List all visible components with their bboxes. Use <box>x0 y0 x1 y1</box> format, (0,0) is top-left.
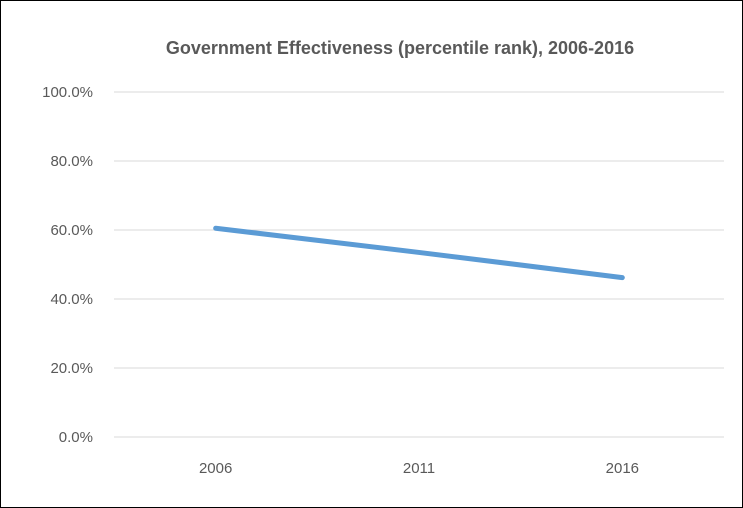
data-point <box>215 227 217 229</box>
x-axis-tick-labels: 2006 2011 2016 <box>199 460 639 477</box>
x-tick-label: 2006 <box>199 460 232 477</box>
x-tick-label: 2011 <box>403 460 435 477</box>
y-tick-label: 100.0% <box>42 84 93 101</box>
data-point <box>621 277 623 279</box>
series-layer <box>213 225 625 281</box>
series-line-0 <box>213 225 625 281</box>
y-axis-tick-labels: 0.0% 20.0% 40.0% 60.0% 80.0% 100.0% <box>42 84 93 446</box>
y-tick-label: 20.0% <box>50 360 93 377</box>
y-tick-label: 40.0% <box>50 291 93 308</box>
y-tick-label: 60.0% <box>50 222 93 239</box>
y-tick-label: 80.0% <box>50 153 93 170</box>
x-tick-label: 2016 <box>606 460 639 477</box>
chart-title: Government Effectiveness (percentile ran… <box>166 38 634 58</box>
data-point <box>418 251 420 253</box>
gridlines <box>114 91 724 438</box>
y-tick-label: 0.0% <box>59 429 93 446</box>
